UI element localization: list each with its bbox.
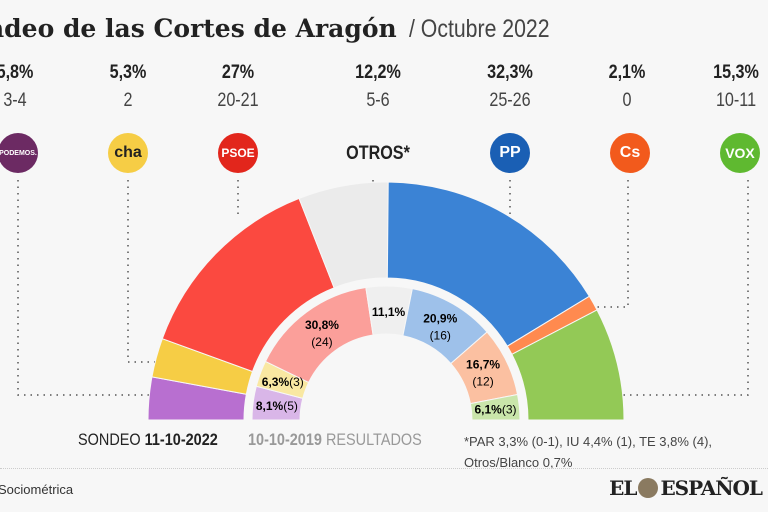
seats-label: 20-21: [217, 90, 259, 111]
party-column-cha: 5,3% 2: [100, 62, 156, 112]
source-label: Sociométrica: [0, 482, 74, 497]
party-column-podemos: 5,8% 3-4: [0, 62, 43, 112]
result-2019-label-podemos: 8,1%(5): [256, 399, 298, 413]
legend-sondeo: SONDEO 11-10-2022: [78, 430, 218, 450]
party-column-vox: 15,3% 10-11: [708, 62, 764, 112]
otros-label: OTROS*: [346, 143, 410, 164]
party-column-cs: 2,1% 0: [599, 62, 655, 112]
seats-label: 0: [622, 90, 632, 111]
cs-logo-icon: Cs: [610, 133, 650, 173]
legend-results-date: 10-10-2019: [248, 430, 322, 449]
pct-label: 27%: [221, 62, 255, 83]
el-espanol-logo: EL ESPAÑOL: [609, 476, 763, 500]
title-text: ndeo de las Cortes de Aragón: [0, 14, 397, 43]
result-2019-label-psoe: 30,8% (24): [305, 318, 339, 349]
podemos-logo-icon: PODEMOS.: [0, 133, 38, 173]
result-2019-label-cha: 6,3%(3): [262, 375, 304, 389]
pct-label: 5,3%: [109, 62, 147, 83]
seats-label: 25-26: [489, 90, 531, 111]
leader-line-vox: [595, 180, 749, 396]
pct-label: 5,8%: [0, 62, 34, 83]
seats-label: 10-11: [715, 90, 757, 111]
leader-line-cha: [127, 180, 190, 363]
legend-results: 10-10-2019 RESULTADOS: [248, 430, 422, 450]
subtitle-text: / Octubre 2022: [408, 15, 550, 43]
cha-logo-icon: cha: [108, 133, 148, 173]
legend-results-label: RESULTADOS: [325, 430, 422, 449]
pct-label: 2,1%: [608, 62, 646, 83]
pct-label: 12,2%: [355, 62, 401, 83]
result-2019-label-vox: 6,1%(3): [474, 402, 516, 416]
divider: [0, 468, 768, 469]
vox-logo-icon: VOX: [720, 133, 760, 173]
chart-title: ndeo de las Cortes de Aragón / Octubre 20…: [0, 14, 574, 44]
pp-logo-icon: PP: [490, 133, 530, 173]
party-column-pp: 32,3% 25-26: [482, 62, 538, 112]
seats-label: 2: [123, 90, 133, 111]
party-column-psoe: 27% 20-21: [210, 62, 266, 112]
result-2019-label-pp: 20,9% (16): [423, 312, 457, 343]
seats-label: 3-4: [3, 90, 27, 111]
lion-icon: [638, 478, 659, 498]
leader-line-podemos: [17, 180, 170, 396]
seats-label: 5-6: [366, 90, 390, 111]
psoe-logo-icon: PSOE: [218, 133, 258, 173]
legend-sondeo-label: SONDEO: [78, 430, 141, 449]
pct-label: 32,3%: [487, 62, 533, 83]
party-column-otros: 12,2% 5-6: [350, 62, 406, 112]
result-2019-label-otros: 11,1%: [372, 305, 406, 319]
legend-sondeo-date: 11-10-2022: [144, 430, 218, 449]
otros-footnote: *PAR 3,3% (0-1), IU 4,4% (1), TE 3,8% (4…: [464, 434, 713, 470]
result-2019-segment-vox: [469, 393, 521, 421]
pct-label: 15,3%: [713, 62, 759, 83]
result-2019-label-cs: 16,7% (12): [466, 358, 500, 389]
sondeo-segment-vox: [511, 309, 625, 421]
